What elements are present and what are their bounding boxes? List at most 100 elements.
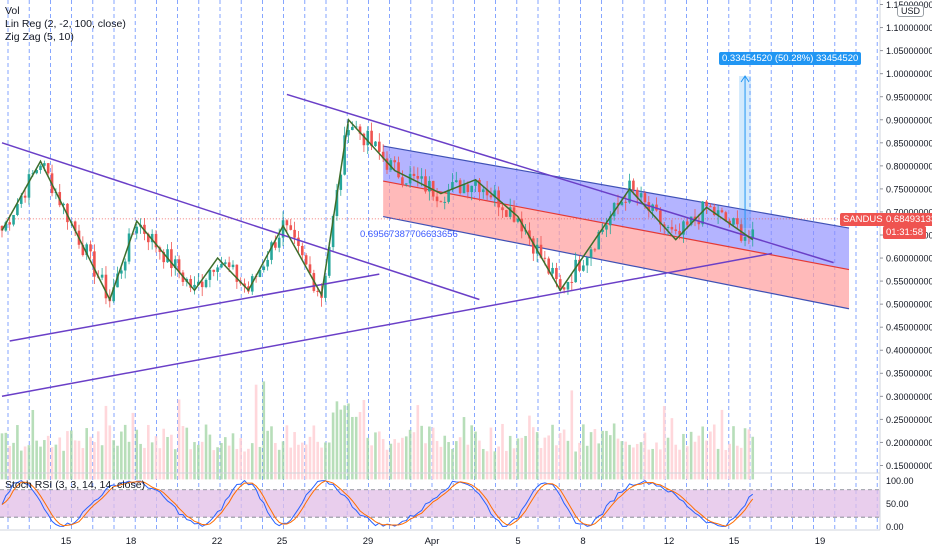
candle-body [23,195,27,198]
candle-body [370,130,373,147]
candle-body [212,269,216,272]
volume-bar [635,443,639,480]
candle [582,259,585,272]
candle-body [104,274,108,299]
candle [381,144,385,162]
volume-bar [308,436,312,480]
candle-body [597,231,601,250]
volume-bar [732,426,735,480]
trendlines [1,93,834,398]
volume-bar [404,436,408,480]
candle-body [539,244,543,258]
candle-body [732,218,735,225]
volume-bar [77,440,81,480]
volume-bar [420,425,423,480]
volume-bar [362,399,366,480]
candle [135,223,139,240]
volume-bar [697,435,701,480]
time-tick-label: 8 [580,536,585,547]
volume-bar [443,435,447,480]
volume-bar [462,417,466,480]
volume-bar [385,449,389,480]
price-tick-label: 0.95000000 [886,92,932,102]
volume-bar [197,444,200,480]
currency-label[interactable]: USD [896,5,924,17]
time-axis[interactable]: 15 18 22 25 29 Apr 5 8 12 15 19 [0,529,880,547]
candle-body [301,245,304,256]
price-axis[interactable]: 1.150000001.100000001.050000001.00000000… [879,0,932,532]
stoch-rsi-pane [0,472,880,527]
volume-bar [455,441,458,480]
volume-bar [497,446,500,480]
volume-bar [381,439,385,480]
candle-body [173,259,177,269]
volume-bar [397,442,400,480]
volume-histogram [0,381,755,480]
candle [289,219,293,231]
volume-bar [720,409,724,480]
volume-bar [104,405,108,480]
candle-body [493,190,497,198]
volume-bar [712,424,716,480]
volume-bar [555,445,558,480]
volume-bar [312,425,316,480]
candle-body [643,193,647,203]
candle [578,255,581,273]
price-range-measure[interactable] [739,75,752,229]
candle-body [366,130,370,146]
candle-body [451,182,454,190]
candle-body [458,180,462,194]
volume-bar [624,441,627,480]
volume-bar [93,442,96,480]
candle [216,264,219,281]
candle [293,221,296,244]
legend-vol[interactable]: Vol [5,5,20,17]
candle [104,266,108,305]
candle-body [374,141,377,147]
volume-bar [301,442,304,480]
candle [709,203,712,208]
volume-bar [431,427,435,480]
volume-bar [66,431,69,480]
candle [39,164,42,174]
volume-bar [81,448,85,480]
trendline [9,273,380,342]
candle [570,274,574,291]
candle-body [270,242,273,260]
candle [605,217,608,238]
candle [412,166,416,182]
candle-body [466,184,470,193]
volume-bar [470,425,473,480]
volume-bar [112,440,115,480]
candle-body [670,226,674,230]
price-tick-label: 0.15000000 [886,461,932,471]
candle-body [574,259,577,283]
candle-body [135,226,139,234]
candle-body [358,126,362,134]
volume-bar [139,443,142,480]
symbol-badge: SANDUSD [840,213,893,226]
candle-body [424,176,427,192]
volume-bar [120,431,123,480]
candle-body [605,225,608,230]
candle [189,275,192,293]
candle [462,179,466,194]
candle [674,224,678,235]
legend-stoch-rsi[interactable]: Stoch RSI (3, 3, 14, 14, close) [5,479,146,491]
volume-bar [85,428,88,480]
volume-bar [31,409,35,480]
legend-zigzag[interactable]: Zig Zag (5, 10) [5,31,74,43]
candle [208,269,212,288]
volume-bar [524,435,527,480]
volume-bar [628,444,631,480]
trendline [1,142,480,301]
volume-bar [578,442,581,480]
volume-bar [262,381,266,480]
volume-bar [231,433,235,480]
candle [736,210,739,230]
volume-bar [127,441,131,480]
candle-body [401,177,404,185]
legend-linreg[interactable]: Lin Reg (2, -2, 100, close) [5,18,126,30]
volume-bar [593,429,597,480]
